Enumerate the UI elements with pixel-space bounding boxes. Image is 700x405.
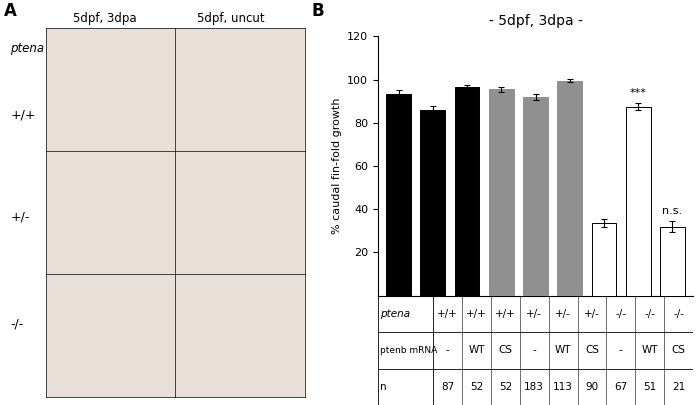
Text: WT: WT [468, 345, 484, 355]
Bar [626, 107, 650, 296]
Bar [421, 110, 445, 296]
Text: CS: CS [585, 345, 599, 355]
Text: +/-: +/- [10, 210, 30, 223]
Text: -/-: -/- [10, 318, 24, 330]
Text: -/-: -/- [673, 309, 684, 319]
Bar [523, 97, 548, 296]
Text: ptena: ptena [379, 309, 410, 319]
Text: +/-: +/- [526, 309, 542, 319]
Text: n.s.: n.s. [662, 206, 682, 216]
Bar [386, 94, 411, 296]
Text: B: B [312, 2, 324, 20]
Text: ptenb mRNA: ptenb mRNA [379, 346, 437, 355]
Y-axis label: % caudal fin-fold growth: % caudal fin-fold growth [332, 98, 342, 234]
Text: -/-: -/- [644, 309, 655, 319]
Text: 5dpf, 3dpa: 5dpf, 3dpa [74, 12, 136, 25]
Text: +/+: +/+ [466, 309, 486, 319]
Text: +/+: +/+ [10, 109, 36, 122]
Text: 21: 21 [672, 382, 685, 392]
Text: -: - [532, 345, 536, 355]
Text: WT: WT [641, 345, 658, 355]
Text: -/-: -/- [615, 309, 626, 319]
Text: ptena: ptena [10, 42, 45, 55]
Text: 183: 183 [524, 382, 544, 392]
Text: 67: 67 [614, 382, 627, 392]
Text: 52: 52 [498, 382, 512, 392]
Text: 87: 87 [441, 382, 454, 392]
Text: 90: 90 [585, 382, 598, 392]
Bar [592, 223, 616, 296]
Text: +/+: +/+ [438, 309, 458, 319]
Text: +/-: +/- [555, 309, 571, 319]
Text: ***: *** [630, 88, 647, 98]
Text: WT: WT [555, 345, 571, 355]
Title: - 5dpf, 3dpa -: - 5dpf, 3dpa - [489, 14, 582, 28]
Bar [557, 81, 582, 296]
Text: 51: 51 [643, 382, 657, 392]
Bar [455, 87, 480, 296]
Text: +/-: +/- [584, 309, 600, 319]
Text: -: - [619, 345, 623, 355]
Text: n: n [379, 382, 386, 392]
Text: CS: CS [498, 345, 512, 355]
Bar [489, 90, 514, 296]
Text: 52: 52 [470, 382, 483, 392]
Bar [660, 226, 685, 296]
Text: CS: CS [671, 345, 685, 355]
Text: -: - [446, 345, 449, 355]
Text: A: A [4, 2, 16, 20]
Text: +/+: +/+ [495, 309, 516, 319]
Text: 113: 113 [553, 382, 573, 392]
Text: 5dpf, uncut: 5dpf, uncut [197, 12, 265, 25]
